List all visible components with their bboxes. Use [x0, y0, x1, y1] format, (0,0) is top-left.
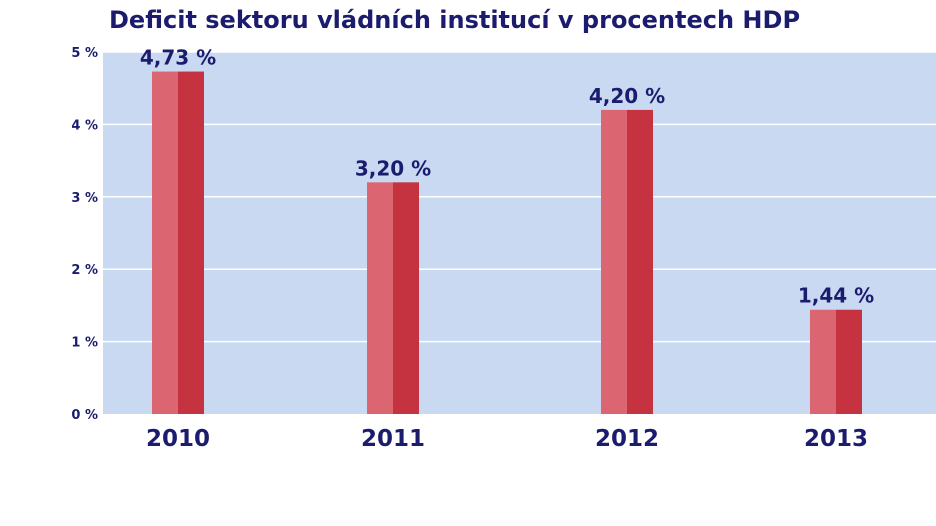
chart-title: Deficit sektoru vládních institucí v pro…: [109, 6, 801, 34]
bar-right-face: [178, 71, 204, 414]
bar-2011: [367, 182, 419, 414]
y-tick-label: 3 %: [71, 191, 98, 206]
bar-right-face: [836, 309, 862, 414]
data-label: 4,73 %: [140, 46, 216, 70]
data-label: 4,20 %: [589, 84, 665, 108]
bar-2010: [152, 71, 204, 414]
gridlines: [103, 51, 936, 343]
y-tick-label: 1 %: [71, 336, 98, 351]
y-tick-label: 4 %: [71, 118, 98, 133]
y-tick-label: 0 %: [71, 408, 98, 423]
x-category-label: 2010: [146, 426, 210, 452]
data-label: 3,20 %: [355, 156, 431, 180]
bar-right-face: [393, 182, 419, 414]
x-category-label: 2013: [804, 426, 868, 452]
x-category-label: 2011: [361, 426, 425, 452]
y-tick-label: 2 %: [71, 263, 98, 278]
bar-left-face: [367, 182, 393, 414]
data-labels: 4,73 % 3,20 % 4,20 % 1,44 %: [140, 46, 874, 308]
y-tick-label: 5 %: [71, 46, 98, 61]
bar-2012: [601, 109, 653, 415]
x-axis-categories: 2010 2011 2012 2013: [146, 426, 868, 452]
bar-2013: [810, 309, 862, 414]
x-category-label: 2012: [595, 426, 659, 452]
bar-left-face: [601, 109, 627, 415]
bar-left-face: [810, 309, 836, 414]
bar-left-face: [152, 71, 178, 414]
data-label: 1,44 %: [798, 284, 874, 308]
y-axis-ticks: 0 % 1 % 2 % 3 % 4 % 5 %: [71, 46, 98, 423]
plot-background: [103, 52, 936, 414]
bar-right-face: [627, 109, 653, 415]
bars: [152, 71, 862, 415]
